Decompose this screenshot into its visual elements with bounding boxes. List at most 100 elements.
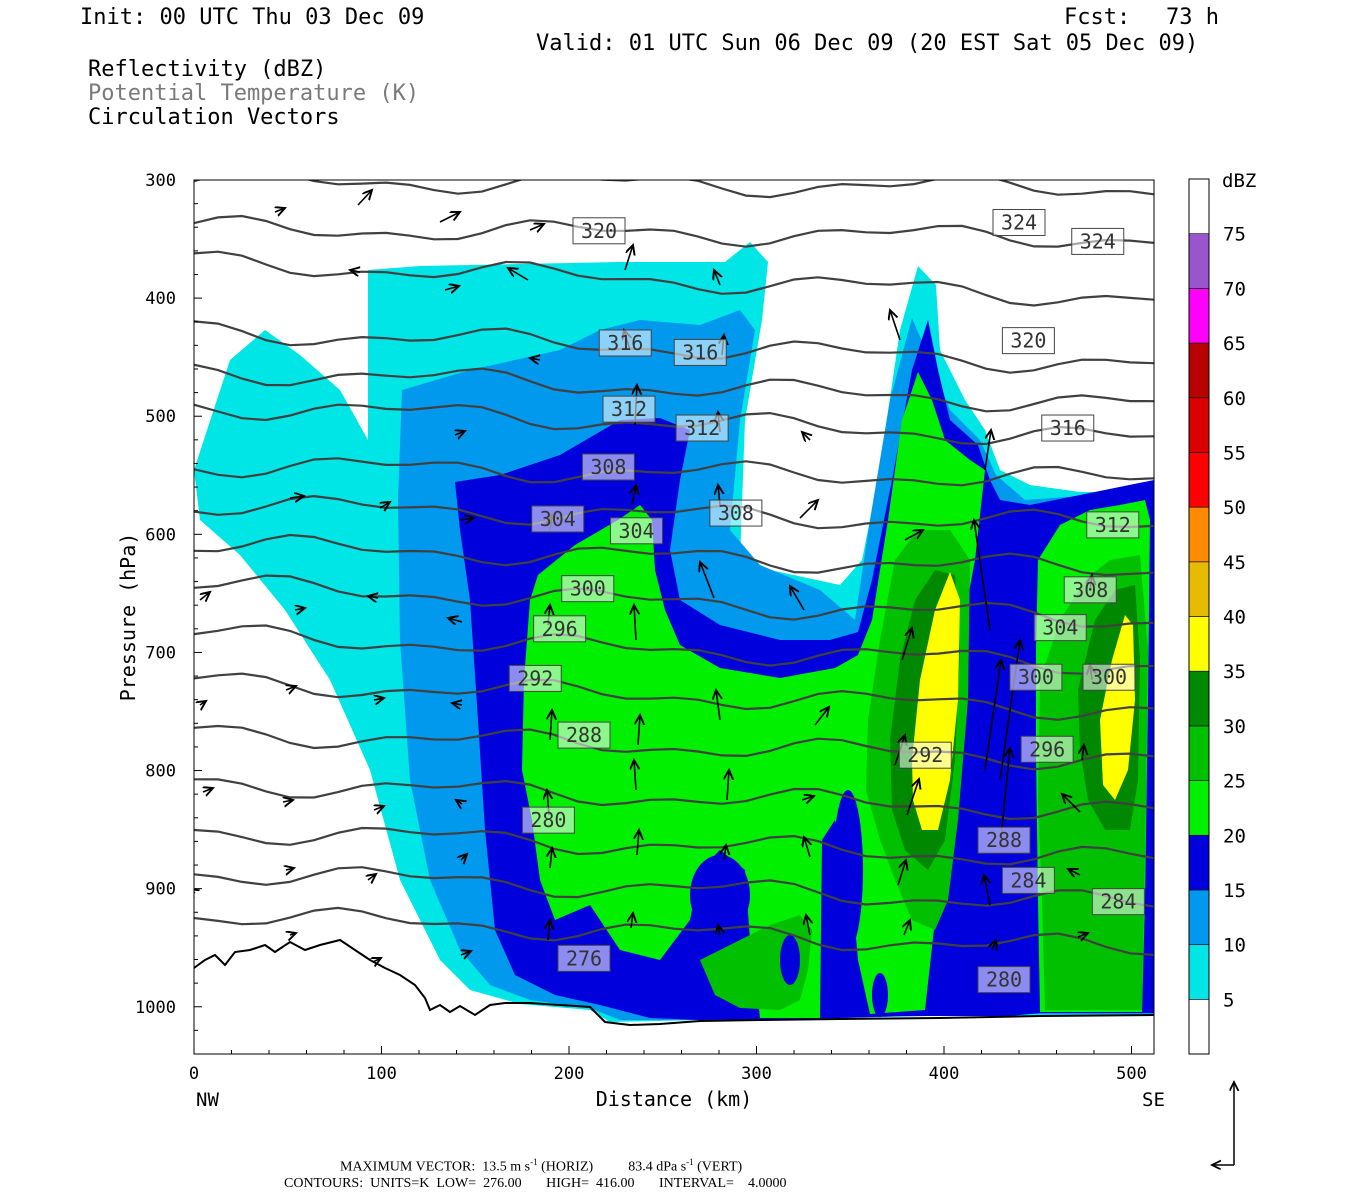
contour-label-box	[557, 944, 611, 972]
circulation-vector	[530, 358, 540, 360]
field-potential-temperature: Potential Temperature (K)	[88, 81, 420, 106]
colorbar-level-label: 25	[1223, 771, 1246, 793]
circulation-vector	[368, 874, 376, 880]
theta-contour-line	[194, 778, 1154, 821]
x-tick-label: 100	[366, 1064, 397, 1084]
contour-label-box	[1091, 888, 1145, 916]
x-end-label-right: SE	[1142, 1089, 1165, 1111]
y-tick-label: 400	[145, 289, 176, 309]
y-tick-label: 900	[145, 880, 176, 900]
circulation-vector	[801, 796, 814, 800]
max-vector-note: MAXIMUM VECTOR: 13.5 m s-1 (HORIZ) 83.4 …	[340, 1157, 743, 1175]
circulation-vector	[718, 925, 720, 935]
contour-label-box	[673, 338, 727, 366]
axes: 300 400 500 600 700 800 900 1000 0 100 200 300 400 50…	[116, 171, 1165, 1111]
circulation-vector	[448, 618, 463, 622]
contour-label: 288	[566, 723, 602, 747]
circulation-vector	[455, 431, 465, 435]
contour-label-box	[709, 499, 763, 527]
circulation-vector	[727, 770, 729, 801]
circulation-vector	[632, 485, 636, 506]
circulation-vector	[200, 701, 206, 705]
theta-contour-line	[194, 624, 1154, 675]
colorbar-swatch	[1188, 178, 1210, 234]
x-tick-label: 500	[1116, 1064, 1147, 1084]
circulation-vector	[790, 586, 805, 611]
circulation-vector	[368, 596, 378, 598]
colorbar-level-label: 10	[1223, 935, 1246, 957]
forecast-label: Fcst:	[1064, 5, 1131, 30]
circulation-vector	[814, 707, 829, 726]
reflectivity-cell	[780, 935, 800, 985]
theta-contour-line	[194, 494, 1154, 530]
x-axis-label: Distance (km)	[596, 1087, 753, 1111]
contour-label: 308	[718, 501, 754, 525]
contour-label: 312	[1095, 513, 1131, 537]
circulation-vector	[350, 270, 360, 272]
circulation-vector	[548, 920, 550, 941]
circulation-vector	[461, 854, 467, 860]
circulation-vector	[804, 837, 810, 858]
circulation-vector	[1082, 745, 1084, 761]
circulation-vector	[901, 628, 912, 661]
contour-label: 316	[607, 331, 643, 355]
circulation-vector	[890, 310, 901, 341]
circulation-vector	[459, 518, 474, 520]
contour-label-box	[1082, 663, 1136, 691]
colorbar-swatch	[1188, 452, 1210, 508]
contour-label-box	[557, 721, 611, 749]
reflectivity-cell	[625, 980, 665, 1000]
theta-contour-line	[194, 180, 1154, 199]
y-tick-label: 800	[145, 762, 176, 782]
colorbar-level-label: 40	[1223, 607, 1246, 629]
circulation-vector	[992, 940, 996, 950]
circulation-vector	[1062, 794, 1081, 813]
colorbar-swatch	[1188, 288, 1210, 344]
theta-contour-line	[194, 826, 1154, 866]
x-tick-label: 200	[554, 1064, 585, 1084]
colorbar-frame	[1188, 178, 1210, 1055]
colorbar-level-label: 20	[1223, 825, 1246, 847]
circulation-vector	[802, 432, 810, 440]
contour-label-box	[1063, 576, 1117, 604]
colorbar-swatch	[1188, 725, 1210, 781]
contour-info: CONTOURS: UNITS=K LOW= 276.00 HIGH= 416.…	[284, 1176, 787, 1191]
colorbar-level-label: 15	[1223, 880, 1246, 902]
colorbar-level-label: 70	[1223, 278, 1246, 300]
plot-frame	[193, 179, 1155, 1055]
colorbar-level-label: 75	[1223, 224, 1246, 246]
circulation-vector	[508, 268, 529, 281]
circulation-vector	[374, 806, 384, 810]
contour-label: 292	[907, 743, 943, 767]
contour-label: 308	[590, 455, 626, 479]
init-time: Init: 00 UTC Thu 03 Dec 09	[80, 5, 425, 30]
theta-contour-line	[194, 363, 1154, 413]
reflectivity-region	[700, 915, 812, 1010]
colorbar-level-label: 60	[1223, 388, 1246, 410]
contour-label: 280	[986, 968, 1022, 992]
contour-label: 292	[517, 666, 553, 690]
contour-label-box	[1041, 414, 1095, 442]
circulation-vector	[904, 920, 910, 936]
theta-contour-line	[194, 403, 1154, 446]
theta-contour-line	[194, 457, 1154, 487]
contour-label-box	[561, 575, 615, 603]
circulation-vector	[637, 830, 639, 856]
contour-label: 280	[530, 808, 566, 832]
contour-label: 304	[1042, 616, 1078, 640]
circulation-vector	[974, 520, 991, 631]
theta-contour-line	[194, 574, 1154, 628]
colorbar: 5 10 15 20 25 30 35 40 45 50 55 60 65 70 75 dBZ	[1188, 170, 1256, 1055]
contour-label-box	[508, 664, 562, 692]
circulation-vector	[799, 500, 818, 519]
circulation-vector	[286, 868, 294, 870]
contour-label-box	[1009, 663, 1063, 691]
circulation-vector	[444, 286, 459, 290]
x-tick-label: 0	[189, 1064, 199, 1084]
circulation-vector	[283, 800, 293, 802]
circulation-vector	[295, 608, 305, 610]
field-circulation-vectors: Circulation Vectors	[88, 105, 340, 130]
circulation-vector	[289, 496, 304, 498]
contour-label: 288	[986, 828, 1022, 852]
colorbar-level-label: 55	[1223, 442, 1246, 464]
